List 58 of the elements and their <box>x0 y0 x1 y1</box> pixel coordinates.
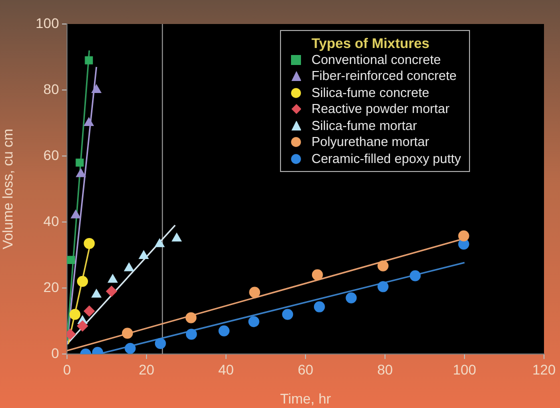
point <box>249 286 260 298</box>
point <box>92 289 102 298</box>
legend-label: Fiber-reinforced concrete <box>311 68 457 83</box>
point <box>84 238 95 249</box>
point <box>124 262 134 272</box>
point <box>124 342 136 354</box>
point <box>218 325 230 336</box>
point <box>248 316 260 328</box>
point <box>84 56 93 64</box>
point <box>70 210 81 218</box>
point <box>410 270 421 282</box>
point <box>346 292 357 304</box>
point <box>92 84 102 93</box>
legend-label: Reactive powder mortar <box>311 101 450 116</box>
legend-label: Polyurethane mortar <box>311 134 430 149</box>
x-tick-label: 80 <box>377 361 393 378</box>
point <box>378 281 389 292</box>
y-tick-label: 100 <box>36 14 60 31</box>
point <box>76 168 86 178</box>
x-axis-title: Time, hr <box>280 390 332 406</box>
y-tick-label: 40 <box>43 212 60 229</box>
point <box>172 233 182 242</box>
point <box>108 274 118 283</box>
y-axis-title: Volume loss, cu cm <box>0 128 16 250</box>
y-tick-label: 0 <box>51 344 60 361</box>
point <box>76 158 84 167</box>
y-tick-label: 20 <box>43 278 60 295</box>
point <box>378 260 389 272</box>
x-tick-label: 40 <box>218 361 234 378</box>
y-tick-label: 60 <box>43 146 60 163</box>
legend-title: Types of Mixtures <box>310 35 430 52</box>
point <box>84 118 94 126</box>
point <box>186 312 197 324</box>
legend-label: Silica-fume mortar <box>311 118 417 132</box>
point <box>122 328 133 339</box>
point <box>458 230 470 242</box>
point <box>154 238 164 248</box>
legend-label: Conventional concrete <box>311 52 441 66</box>
point <box>282 308 294 320</box>
point <box>77 276 88 287</box>
x-tick-label: 0 <box>63 361 72 378</box>
point <box>106 286 118 297</box>
point <box>186 328 197 340</box>
x-tick-label: 60 <box>298 361 314 378</box>
y-tick-label: 80 <box>43 80 60 97</box>
point <box>67 256 76 264</box>
point <box>77 320 88 332</box>
x-tick-label: 100 <box>452 361 476 378</box>
x-tick-label: 20 <box>138 361 154 378</box>
x-tick-label: 120 <box>532 361 556 378</box>
point <box>69 308 80 320</box>
point <box>138 250 149 259</box>
point <box>154 338 166 349</box>
legend-label: Silica-fume concrete <box>311 84 430 100</box>
legend-label: Ceramic-filled epoxy putty <box>311 150 461 166</box>
point <box>84 306 95 317</box>
point <box>312 269 323 280</box>
point <box>314 301 325 312</box>
